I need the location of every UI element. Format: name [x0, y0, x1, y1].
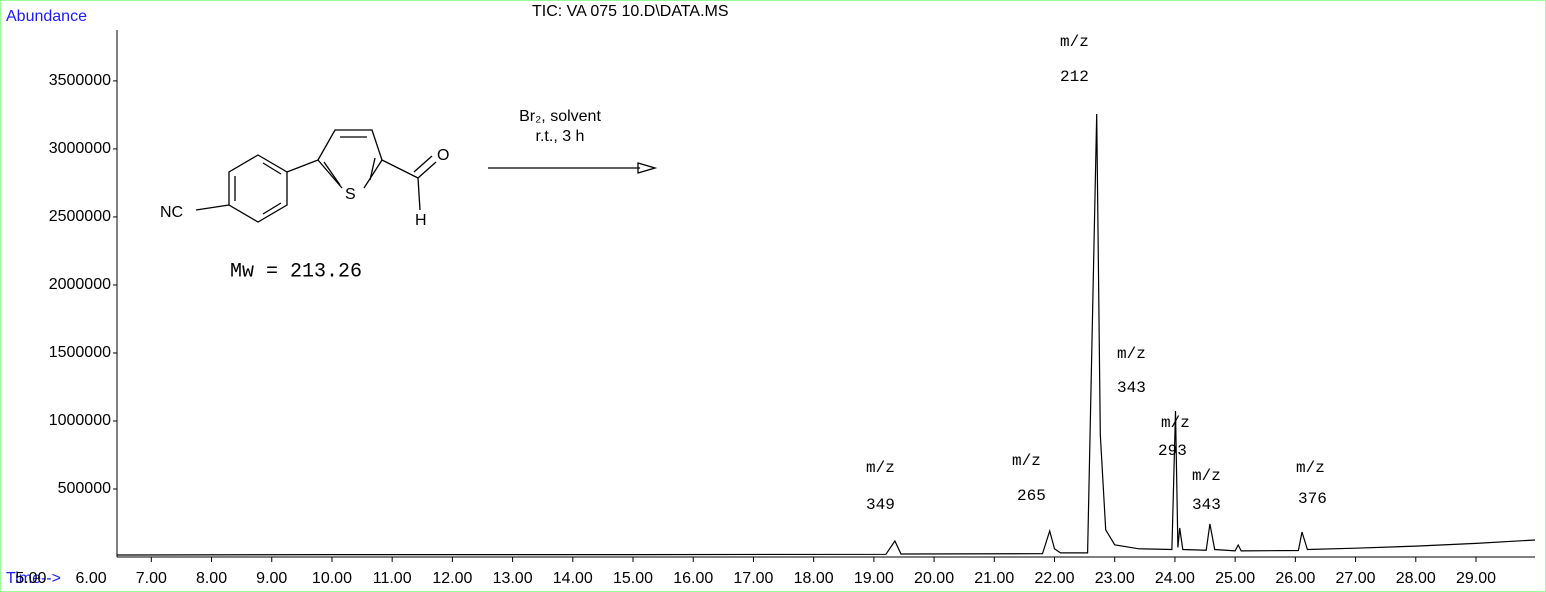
- x-tick-label: 16.00: [673, 570, 713, 587]
- trace: [116, 113, 1536, 556]
- x-tick-label: 17.00: [733, 570, 773, 587]
- chart-title: TIC: VA 075 10.D\DATA.MS: [532, 3, 729, 20]
- atom-label: H: [415, 212, 427, 229]
- x-tick-label: 24.00: [1155, 570, 1195, 587]
- x-tick-label: 29.00: [1456, 570, 1496, 587]
- x-tick-label: 22.00: [1034, 570, 1074, 587]
- x-tick-label: 27.00: [1336, 570, 1376, 587]
- x-tick-label: 6.00: [76, 570, 107, 587]
- reagents: Br₂, solvent: [519, 108, 601, 125]
- x-tick-label: 20.00: [914, 570, 954, 587]
- x-tick-label: 21.00: [974, 570, 1014, 587]
- annotation: 349: [866, 496, 895, 514]
- bond: [262, 202, 282, 215]
- x-tick-label: 23.00: [1095, 570, 1135, 587]
- y-tick-label: 2000000: [49, 276, 111, 293]
- benzene-ring: [228, 154, 288, 223]
- annotation: 265: [1017, 487, 1046, 505]
- bond: [369, 157, 376, 181]
- annotation: m/z: [1192, 467, 1221, 485]
- atom-label: O: [437, 147, 449, 164]
- annotation: m/z: [866, 459, 895, 477]
- bond: [262, 162, 282, 175]
- thiophene: [317, 129, 383, 161]
- bond: [195, 204, 230, 211]
- x-tick-label: 28.00: [1396, 570, 1436, 587]
- bond: [317, 159, 343, 189]
- x-tick-label: 5.00: [15, 570, 46, 587]
- annotation: 293: [1158, 442, 1187, 460]
- bond: [323, 161, 341, 186]
- x-tick-label: 18.00: [794, 570, 834, 587]
- y-axis-label: Abundance: [6, 8, 87, 25]
- atom-label: NC: [160, 204, 183, 221]
- x-tick-label: 13.00: [493, 570, 533, 587]
- y-tick-label: 500000: [58, 480, 111, 497]
- x-tick-label: 14.00: [553, 570, 593, 587]
- y-tick-label: 3000000: [49, 140, 111, 157]
- annotation: m/z: [1012, 452, 1041, 470]
- annotation: m/z: [1117, 345, 1146, 363]
- bond: [417, 161, 437, 179]
- x-tick-label: 7.00: [136, 570, 167, 587]
- bond: [381, 159, 419, 179]
- x-tick-label: 15.00: [613, 570, 653, 587]
- x-tick-label: 25.00: [1215, 570, 1255, 587]
- atom-label: S: [345, 186, 356, 203]
- y-tick-label: 1500000: [49, 344, 111, 361]
- x-tick-label: 12.00: [432, 570, 472, 587]
- x-tick-label: 9.00: [256, 570, 287, 587]
- x-tick-label: 19.00: [854, 570, 894, 587]
- x-tick-label: 26.00: [1275, 570, 1315, 587]
- y-tick-label: 1000000: [49, 412, 111, 429]
- bond: [413, 155, 433, 173]
- annotation: m/z: [1296, 459, 1325, 477]
- x-tick-label: 11.00: [373, 570, 412, 587]
- bond: [363, 159, 383, 189]
- x-tick-label: 10.00: [312, 570, 352, 587]
- annotation: 376: [1298, 490, 1327, 508]
- bond: [286, 159, 319, 173]
- annotations: m/z 212 m/z 343 m/z 293 m/z 343 m/z 349 …: [866, 33, 1327, 514]
- y-tick-label: 3500000: [49, 72, 111, 89]
- arrow-head: [637, 162, 658, 174]
- annotation: m/z: [1060, 33, 1089, 51]
- annotation: 212: [1060, 68, 1089, 86]
- x-axis-label: Time-->: [6, 570, 61, 587]
- reaction-scheme: [195, 129, 658, 223]
- annotation: 343: [1117, 379, 1146, 397]
- molecular-weight: Mw = 213.26: [230, 260, 362, 283]
- x-tick-label: 8.00: [196, 570, 227, 587]
- bond: [417, 177, 421, 211]
- annotation: 343: [1192, 496, 1221, 514]
- y-tick-label: 2500000: [49, 208, 111, 225]
- conditions: r.t., 3 h: [536, 128, 585, 145]
